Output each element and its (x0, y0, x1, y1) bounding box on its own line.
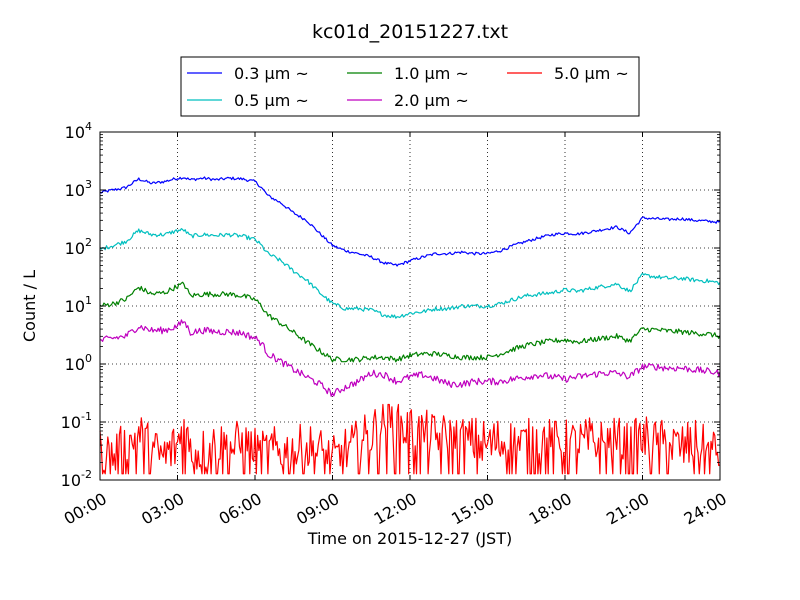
grid-layer (100, 132, 720, 480)
legend-label: 2.0 μm ~ (394, 91, 469, 110)
legend-label: 5.0 μm ~ (554, 64, 629, 83)
y-axis-label: Count / L (20, 270, 39, 342)
legend-label: 1.0 μm ~ (394, 64, 469, 83)
chart-title: kc01d_20151227.txt (312, 21, 508, 43)
y-tick-label: 104 (65, 120, 92, 142)
y-tick-labels: 10-2 10-1 100 101 102 103 104 (61, 120, 92, 490)
legend-label: 0.5 μm ~ (234, 91, 309, 110)
series-layer (99, 176, 721, 475)
legend-label: 0.3 μm ~ (234, 64, 309, 83)
tick-layer (99, 131, 721, 481)
legend: 0.3 μm ~ 0.5 μm ~ 1.0 μm ~ 2.0 μm ~ 5.0 μm ~ (180, 56, 640, 117)
y-tick-label: 103 (65, 178, 92, 200)
series-line-2 (99, 228, 721, 319)
y-tick-label: 100 (65, 352, 92, 374)
y-tick-label: 101 (65, 294, 92, 316)
legend-box (180, 56, 640, 117)
series-line-4 (100, 319, 721, 397)
y-tick-label: 102 (65, 236, 92, 258)
series-line-3 (99, 281, 721, 363)
series-line-5 (99, 403, 721, 475)
x-axis-label: Time on 2015-12-27 (JST) (307, 529, 512, 548)
series-line-1 (99, 176, 721, 267)
y-tick-label: 10-1 (61, 410, 92, 432)
y-tick-label: 10-2 (61, 468, 92, 490)
